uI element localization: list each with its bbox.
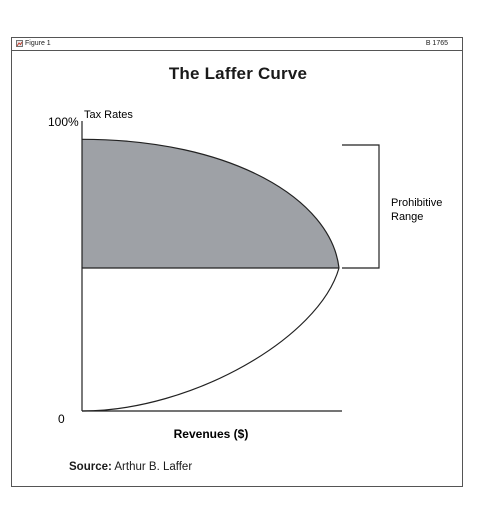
- source-line: Source: Arthur B. Laffer: [69, 461, 192, 473]
- laffer-chart: 100% 0 Tax Rates Revenues ($) Prohibitiv…: [48, 109, 442, 441]
- figure-frame: Figure 1 B 1765 The Laffer Curve 100% 0 …: [11, 37, 463, 487]
- figure-icon: [16, 40, 23, 47]
- prohibitive-range-label: Prohibitive Range: [391, 197, 442, 223]
- prohibitive-bracket: [342, 144, 380, 269]
- figure-label: Figure 1: [25, 40, 51, 47]
- y-tick-0: 0: [58, 412, 65, 426]
- y-tick-100: 100%: [48, 115, 79, 129]
- source-text: Arthur B. Laffer: [114, 461, 193, 473]
- curve-upper-segment: [81, 138, 340, 269]
- figure-code: B 1765: [425, 40, 448, 47]
- prohibitive-range-label-line: Prohibitive: [391, 197, 442, 209]
- curve-lower-segment: [81, 267, 340, 412]
- prohibitive-range-label-line: Range: [391, 211, 423, 223]
- x-axis-label: Revenues ($): [174, 427, 249, 441]
- y-axis-label: Tax Rates: [84, 109, 133, 121]
- prohibitive-shaded-area: [82, 139, 339, 268]
- source-label: Source:: [69, 461, 112, 473]
- chart-title: The Laffer Curve: [168, 64, 308, 83]
- figure-titlebar: Figure 1 B 1765: [12, 38, 462, 51]
